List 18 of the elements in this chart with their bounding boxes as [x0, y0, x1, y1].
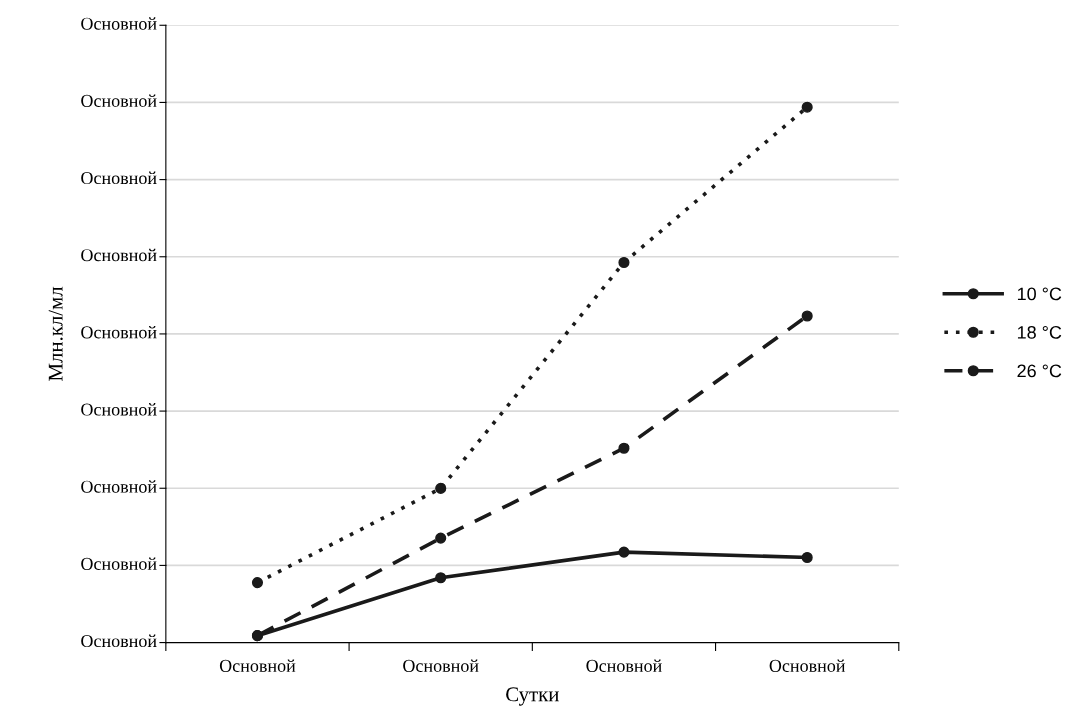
- x-axis-title: Сутки: [506, 687, 559, 706]
- x-tick-label: Основной: [769, 659, 846, 672]
- text: Основной: [81, 17, 157, 30]
- text: Основной: [81, 557, 157, 570]
- legend-label: 10 °C: [1017, 287, 1062, 301]
- text: Основной: [81, 480, 157, 493]
- text: Основной: [81, 171, 157, 185]
- text: Основной: [81, 634, 157, 648]
- legend-label: 26 °C: [1017, 364, 1062, 378]
- y-axis-title: Млн.кл/мл: [48, 286, 63, 381]
- legend-label: 18 °C: [1017, 325, 1062, 339]
- x-tick-label: Основной: [219, 659, 296, 672]
- text: Основной: [81, 325, 157, 339]
- x-tick-label: Основной: [586, 659, 662, 672]
- x-tick-label: Основной: [403, 659, 479, 672]
- text: Основной: [81, 94, 157, 107]
- text: Основной: [81, 403, 157, 416]
- text: Основной: [81, 248, 157, 262]
